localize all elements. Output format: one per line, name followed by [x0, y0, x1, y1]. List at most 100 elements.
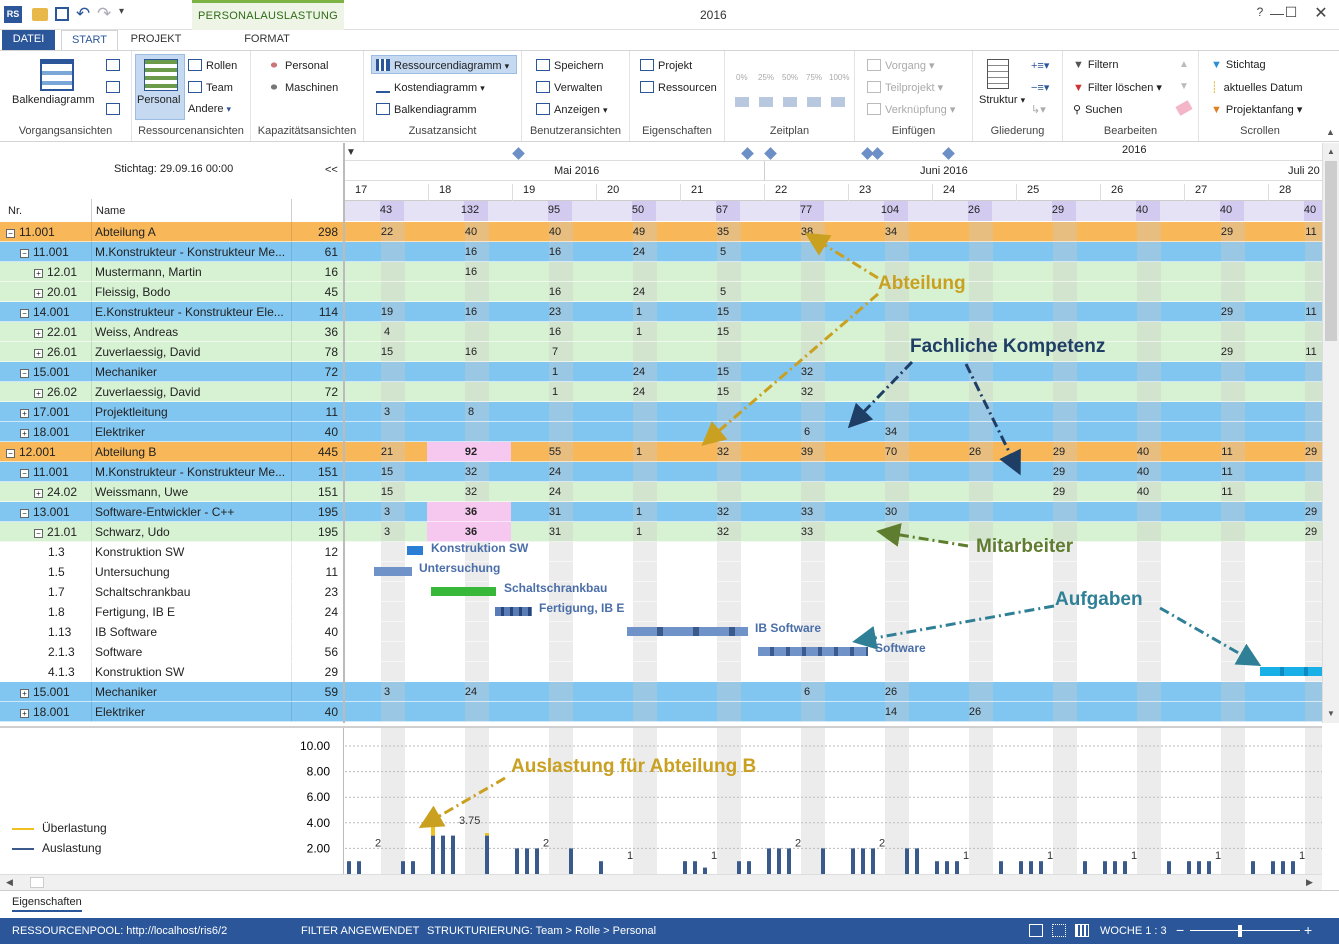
collapse-icon[interactable]: − [20, 249, 29, 258]
collapse-icon[interactable]: − [20, 309, 29, 318]
filtern-button[interactable]: ▼ Filtern [1073, 59, 1118, 71]
collapse-icon[interactable]: − [6, 229, 15, 238]
gantt-chart-icon[interactable] [40, 59, 74, 91]
scroll-left-arrow-icon[interactable]: ◀ [6, 877, 13, 887]
col-header-nr[interactable]: Nr. [8, 205, 23, 217]
verknuepfung-insert-dropdown[interactable]: Verknüpfung ▾ [867, 103, 955, 116]
close-icon[interactable]: ✕ [1314, 5, 1328, 22]
pct-25-button[interactable]: 25% [758, 73, 775, 82]
view-icon[interactable] [106, 81, 120, 93]
view-icon[interactable] [106, 59, 120, 71]
expand-icon[interactable]: + [34, 329, 43, 338]
collapse-icon[interactable]: − [6, 449, 15, 458]
expand-icon[interactable]: + [34, 269, 43, 278]
milestone-icon[interactable] [512, 147, 525, 160]
person-row[interactable]: +26.01 Zuverlaessig, David 78 15 16 7 29 11 [0, 342, 1329, 362]
scrollbar-thumb[interactable] [30, 877, 44, 888]
expand-icon[interactable]: + [20, 429, 29, 438]
suchen-button[interactable]: ⚲ Suchen [1073, 103, 1122, 116]
role-row[interactable]: +18.001 Elektriker 40 14 26 [0, 702, 1329, 722]
quick-access-dropdown-icon[interactable]: ▾ [119, 6, 125, 17]
person-row[interactable]: +20.01 Fleissig, Bodo 45 16 24 5 [0, 282, 1329, 302]
maximize-icon[interactable]: ☐ [1284, 4, 1298, 20]
splitter[interactable] [343, 143, 345, 723]
tab-datei[interactable]: DATEI [2, 30, 55, 50]
pct-100-button[interactable]: 100% [829, 73, 850, 82]
redo-icon[interactable]: ↷ [97, 4, 112, 23]
teilprojekt-insert-dropdown[interactable]: Teilprojekt ▾ [867, 81, 943, 94]
person-row[interactable]: −21.01 Schwarz, Udo 195 3 36 31 1 32 33 30 29 [0, 522, 1329, 542]
struktur-dropdown[interactable]: Struktur ▾ [979, 94, 1025, 106]
aktuelles-datum-button[interactable]: ┊ aktuelles Datum [1211, 81, 1303, 94]
andere-dropdown[interactable]: Andere ▾ [188, 103, 231, 115]
undo-icon[interactable]: ↶ [76, 4, 91, 23]
scroll-right-arrow-icon[interactable]: ▶ [1306, 877, 1313, 887]
expand-icon[interactable]: + [34, 349, 43, 358]
verwalten-button[interactable]: Verwalten [536, 81, 602, 94]
task-row[interactable]: 1.3 Konstruktion SW 12 [0, 542, 1329, 562]
role-row[interactable]: −14.001 E.Konstrukteur - Konstrukteur Ele… [0, 302, 1329, 322]
balkendiagramm-button[interactable]: Balkendiagramm [12, 94, 95, 106]
horizontal-scrollbar[interactable]: ◀ ▶ [0, 874, 1322, 890]
open-folder-icon[interactable] [32, 8, 48, 21]
scroll-down-icon[interactable]: ▼ [1179, 81, 1189, 92]
indent-icon[interactable]: +≡▾ [1031, 60, 1050, 72]
role-row[interactable]: −15.001 Mechaniker 72 1 24 15 32 [0, 362, 1329, 382]
role-row[interactable]: +15.001 Mechaniker 59 3 24 6 26 [0, 682, 1329, 702]
expand-icon[interactable]: + [20, 689, 29, 698]
col-header-name[interactable]: Name [96, 205, 126, 217]
zoom-slider-thumb[interactable] [1238, 925, 1242, 937]
projektanfang-dropdown[interactable]: ▼ Projektanfang ▾ [1211, 104, 1303, 116]
pct-50-button[interactable]: 50% [782, 73, 799, 82]
team-button[interactable]: Team [188, 81, 233, 94]
help-icon[interactable]: ? [1256, 5, 1264, 19]
ressourcendiagramm-dropdown[interactable]: Ressourcendiagramm ▾ [376, 59, 509, 72]
expand-icon[interactable]: + [20, 709, 29, 718]
tab-format[interactable]: FORMAT [244, 33, 290, 45]
vorgang-insert-dropdown[interactable]: Vorgang ▾ [867, 59, 935, 72]
ressourcen-properties-button[interactable]: Ressourcen [640, 81, 717, 94]
move-icon[interactable]: ↳▾ [1031, 104, 1046, 116]
kapazitaet-maschinen-button[interactable]: Maschinen [267, 81, 338, 94]
role-row[interactable]: +17.001 Projektleitung 11 3 8 [0, 402, 1329, 422]
view-icon[interactable] [106, 103, 120, 115]
task-row[interactable]: 1.13 IB Software 40 [0, 622, 1329, 642]
collapse-icon[interactable]: − [34, 529, 43, 538]
rollen-button[interactable]: Rollen [188, 59, 237, 72]
department-row[interactable]: −12.001 Abteilung B 445 21 92 55 1 32 39 70 26 29 40… [0, 442, 1329, 462]
zoom-in-button[interactable]: + [1304, 922, 1313, 938]
collapse-icon[interactable]: − [20, 509, 29, 518]
person-row[interactable]: +26.02 Zuverlaessig, David 72 1 24 15 32 [0, 382, 1329, 402]
anzeigen-dropdown[interactable]: Anzeigen ▾ [536, 103, 607, 116]
tab-eigenschaften[interactable]: Eigenschaften [12, 896, 82, 912]
pct-75-button[interactable]: 75% [806, 73, 823, 82]
scroll-down-arrow-icon[interactable]: ▼ [1327, 709, 1335, 718]
scroll-up-icon[interactable]: ▲ [1179, 59, 1189, 70]
vertical-scrollbar[interactable]: ▲ ▼ [1322, 143, 1339, 723]
person-row[interactable]: +12.01 Mustermann, Martin 16 16 [0, 262, 1329, 282]
minimize-icon[interactable]: — [1270, 5, 1284, 21]
task-row[interactable]: 2.1.3 Software 56 [0, 642, 1329, 662]
scrollbar-thumb[interactable] [1325, 161, 1337, 341]
zoom-slider[interactable] [1190, 930, 1300, 931]
role-row[interactable]: −13.001 Software-Entwickler - C++ 195 3 36 31… [0, 502, 1329, 522]
collapse-ribbon-icon[interactable]: ▲ [1326, 127, 1335, 137]
view-grid-icon[interactable] [1052, 924, 1066, 937]
outdent-icon[interactable]: −≡▾ [1031, 82, 1050, 94]
task-row[interactable]: 1.5 Untersuchung 11 [0, 562, 1329, 582]
stichtag-button[interactable]: ▼ Stichtag [1211, 59, 1266, 71]
zoom-out-button[interactable]: − [1176, 922, 1185, 938]
milestone-icon[interactable] [871, 147, 884, 160]
speichern-button[interactable]: Speichern [536, 59, 604, 72]
filter-loeschen-dropdown[interactable]: ▼ Filter löschen ▾ [1073, 82, 1162, 94]
task-row[interactable]: 4.1.3 Konstruktion SW 29 [0, 662, 1329, 682]
tab-projekt[interactable]: PROJEKT [130, 33, 182, 45]
save-icon[interactable] [55, 7, 69, 21]
ressourcendiagramm-selected[interactable] [371, 55, 517, 74]
eraser-icon[interactable] [1175, 100, 1193, 116]
department-row[interactable]: −11.001 Abteilung A 298 22 40 40 49 35 38 34 29 11 [0, 222, 1329, 242]
kapazitaet-personal-button[interactable]: Personal [267, 59, 328, 72]
milestone-icon[interactable] [942, 147, 955, 160]
view-normal-icon[interactable] [1029, 924, 1043, 937]
milestone-icon[interactable] [741, 147, 754, 160]
